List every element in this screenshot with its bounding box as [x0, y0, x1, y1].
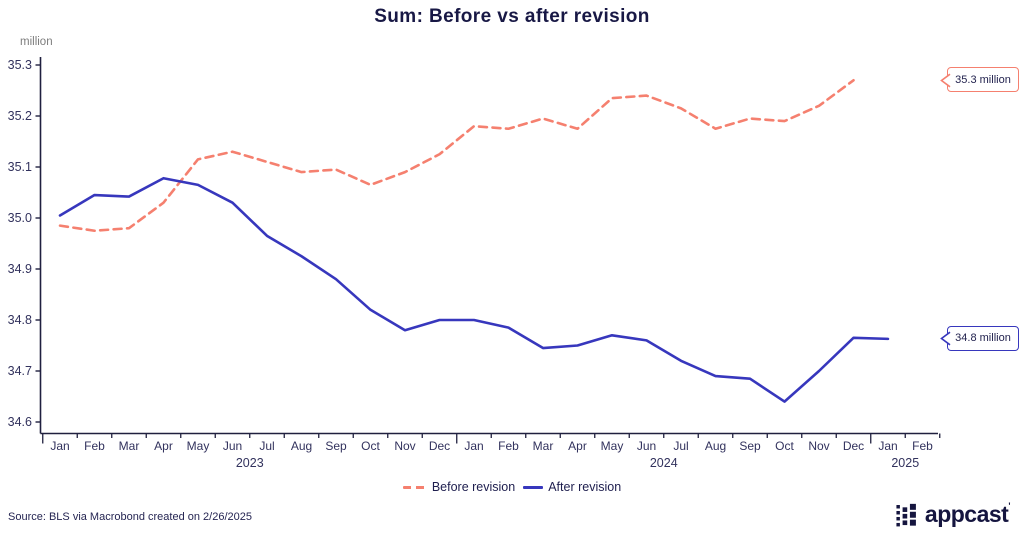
x-month-label: Jun: [637, 439, 656, 453]
chart-title: Sum: Before vs after revision: [374, 6, 650, 27]
x-month-label: Mar: [119, 439, 140, 453]
x-month-label: Jun: [223, 439, 242, 453]
x-month-label: May: [601, 439, 624, 453]
y-tick-label: 35.3: [8, 58, 32, 72]
x-month-label: Feb: [84, 439, 105, 453]
x-month-label: Jul: [259, 439, 274, 453]
callout-after-revision-label: 34.8 million: [955, 332, 1011, 345]
x-month-label: Jul: [673, 439, 688, 453]
chart-legend: Before revision After revision: [0, 480, 1024, 494]
x-month-label: Oct: [361, 439, 380, 453]
chart-canvas: 35.3 35.2 35.1 35.0 34.9 34.8 34.7 34.6 Jan Feb Ma…: [8, 57, 941, 470]
x-month-label: Mar: [533, 439, 554, 453]
y-tick-label: 35.2: [8, 109, 32, 123]
x-year-label: 2023: [236, 456, 264, 470]
callout-after-revision: 34.8 million: [939, 325, 1019, 351]
y-axis-unit-label: million: [20, 36, 53, 48]
x-month-label: Apr: [568, 439, 587, 453]
callout-before-revision-label: 35.3 million: [955, 73, 1011, 86]
before-revision-line-swatch-icon: [402, 485, 427, 489]
x-month-label: Nov: [808, 439, 829, 453]
appcast-grid-icon: [896, 503, 916, 527]
y-tick-label: 34.6: [8, 415, 32, 429]
x-month-label: Aug: [291, 439, 312, 453]
x-month-label: Sep: [739, 439, 761, 453]
x-month-label: Dec: [843, 439, 864, 453]
series-line-before-revision: [58, 79, 855, 233]
y-tick-label: 35.1: [8, 160, 32, 174]
y-tick-label: 34.8: [8, 313, 32, 327]
legend-item-before-revision: Before revision: [402, 480, 516, 494]
appcast-logo: appcast': [896, 500, 1010, 527]
x-month-label: Apr: [154, 439, 173, 453]
x-month-label: Feb: [912, 439, 933, 453]
after-revision-line-swatch-icon: [523, 485, 544, 489]
x-year-label: 2025: [891, 456, 919, 470]
callout-before-revision: 35.3 million: [939, 67, 1019, 93]
y-tick-label: 34.9: [8, 262, 32, 276]
callout-arrow-icon: [939, 331, 950, 346]
x-month-label: Oct: [775, 439, 794, 453]
appcast-wordmark: appcast': [924, 500, 1010, 527]
x-month-label: Jan: [464, 439, 483, 453]
x-month-label: Nov: [394, 439, 415, 453]
callout-arrow-icon: [939, 73, 950, 88]
y-tick-label: 34.7: [8, 364, 32, 378]
x-month-label: Sep: [325, 439, 347, 453]
x-month-label: Jan: [50, 439, 69, 453]
source-note: Source: BLS via Macrobond created on 2/2…: [8, 511, 252, 523]
x-month-label: May: [187, 439, 210, 453]
x-month-label: Jan: [878, 439, 897, 453]
x-month-label: Feb: [498, 439, 519, 453]
x-month-label: Aug: [705, 439, 726, 453]
appcast-tick-mark: ': [1008, 500, 1010, 511]
legend-label-after-revision: After revision: [548, 480, 622, 494]
y-tick-label: 35.0: [8, 211, 32, 225]
legend-label-before-revision: Before revision: [431, 480, 516, 494]
series-line-after-revision: [58, 176, 890, 403]
x-year-label: 2024: [650, 456, 678, 470]
x-month-label: Dec: [429, 439, 450, 453]
legend-item-after-revision: After revision: [523, 480, 621, 494]
